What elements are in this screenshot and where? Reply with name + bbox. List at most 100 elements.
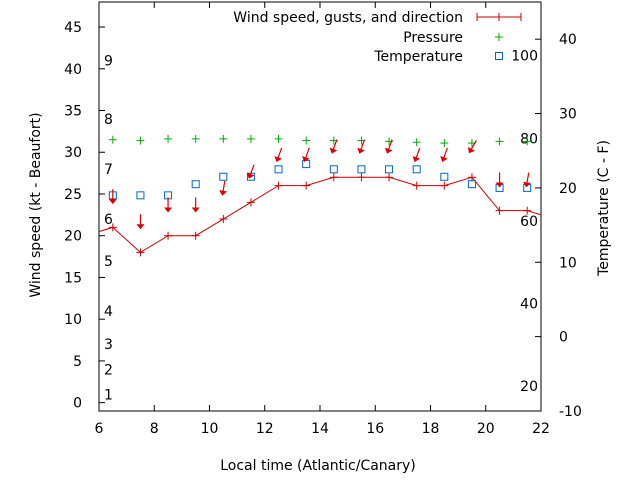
gust-arrow-head — [412, 155, 421, 163]
wind-speed-line — [99, 176, 541, 254]
beaufort-label: 1 — [104, 387, 113, 403]
y-left-tick-label: 15 — [64, 270, 82, 286]
gust-arrow — [467, 139, 477, 154]
legend: Wind speed, gusts, and direction Pressure… — [233, 10, 522, 65]
legend-label: Wind speed, gusts, and direction — [233, 10, 463, 26]
pressure-point — [302, 136, 311, 145]
pressure-point — [219, 134, 228, 143]
x-tick-label: 14 — [311, 421, 329, 437]
y-right-tick-label: 20 — [559, 181, 577, 197]
wind-speed-point — [412, 181, 421, 190]
y-left-tick-label: 20 — [64, 229, 82, 245]
pressure-point — [136, 136, 145, 145]
gust-arrow-head — [357, 147, 365, 154]
y-left-tick-label: 5 — [73, 354, 82, 370]
legend-item: Pressure — [403, 30, 503, 46]
gust-arrow — [108, 189, 117, 205]
pressure-point — [108, 135, 117, 144]
gust-arrow-shaft — [526, 172, 530, 184]
gust-arrow-head — [219, 190, 228, 196]
y-left-tick-label: 10 — [64, 312, 82, 328]
gust-arrow-shaft — [415, 147, 421, 159]
gust-arrow-shaft — [249, 164, 255, 176]
pressure-point — [495, 137, 504, 146]
gust-arrow-head — [136, 224, 145, 230]
gust-arrow-head — [164, 207, 173, 213]
wind-speed-point — [357, 173, 366, 182]
wind-speed-point — [191, 231, 200, 240]
wind-speed-point — [551, 215, 559, 223]
y-left-tick-label: 0 — [73, 396, 82, 412]
gust-arrow-head — [495, 182, 504, 188]
legend-label: Temperature — [373, 49, 463, 65]
temperature-point — [412, 165, 421, 174]
temperature-point — [440, 172, 449, 181]
gust-arrow-head — [108, 199, 117, 205]
pressure-point — [246, 134, 255, 143]
x-tick-label: 22 — [532, 421, 550, 437]
fahrenheit-label: 20 — [520, 379, 538, 395]
gust-arrow-head — [302, 155, 310, 163]
fahrenheit-label: 40 — [520, 297, 538, 313]
beaufort-label: 4 — [104, 304, 113, 320]
legend-item: Temperature — [373, 49, 503, 65]
wind-speed-point — [246, 198, 255, 207]
wind-speed-point — [385, 173, 394, 182]
y-axis-label-left: Wind speed (kt - Beaufort) — [28, 112, 44, 297]
pressure-point — [440, 139, 449, 148]
y-left-tick-label: 45 — [64, 20, 82, 36]
gust-arrow-shaft — [360, 139, 366, 151]
beaufort-label: 3 — [104, 337, 113, 353]
y-right-tick-label: -10 — [559, 404, 582, 420]
series-clipped — [99, 134, 559, 257]
gust-arrow-shaft — [277, 147, 283, 159]
plot-frame — [98, 1, 542, 412]
gust-arrow — [329, 139, 338, 154]
wind-speed-point — [108, 223, 117, 232]
gust-arrow — [412, 147, 421, 163]
gust-arrow-shaft — [387, 139, 393, 151]
wind-speed-point — [219, 215, 228, 224]
wind-speed-point — [302, 181, 311, 190]
pressure-point — [412, 138, 421, 147]
pressure-point — [274, 134, 283, 143]
pressure-point — [191, 134, 200, 143]
x-axis-label: Local time (Atlantic/Canary) — [220, 458, 416, 474]
wind-speed-point — [523, 206, 532, 215]
y-left-tick-label: 25 — [64, 187, 82, 203]
gust-arrow-shaft — [222, 180, 226, 192]
wind-speed-point — [136, 248, 145, 257]
legend-label: Pressure — [403, 30, 463, 46]
temperature-point — [274, 165, 283, 174]
gust-arrow — [440, 147, 448, 163]
gust-arrow-head — [440, 155, 448, 163]
wind-speed-point — [440, 181, 449, 190]
y-axis-label-right: Temperature (C - F) — [596, 140, 612, 277]
gust-arrow-head — [523, 181, 531, 188]
x-tick-label: 12 — [256, 421, 274, 437]
temperature-point — [357, 165, 366, 174]
temperature-point — [329, 165, 338, 174]
temperature-point — [302, 160, 311, 169]
pressure-point — [523, 137, 532, 146]
fahrenheit-label: 60 — [520, 214, 538, 230]
legend-item: Wind speed, gusts, and direction — [233, 10, 522, 26]
gust-arrow-shaft — [470, 139, 477, 151]
beaufort-label: 6 — [104, 212, 113, 228]
x-tick-label: 8 — [150, 421, 159, 437]
y-right-tick-label: 30 — [559, 107, 577, 123]
temperature-point — [136, 191, 145, 200]
gust-arrow — [384, 139, 393, 154]
gust-arrow-head — [191, 207, 200, 213]
wind-speed-point — [274, 181, 283, 190]
gust-arrow-head — [467, 146, 475, 154]
fahrenheit-label: 80 — [520, 131, 538, 147]
beaufort-label: 5 — [104, 254, 113, 270]
beaufort-label: 7 — [104, 162, 113, 178]
beaufort-label: 2 — [104, 362, 113, 378]
ticks-layer: 6 8 10 12 14 16 18 20 22051015202530354045-10010… — [64, 2, 582, 437]
legend-marker-square — [495, 52, 503, 60]
gust-arrow — [523, 172, 531, 188]
gust-arrow — [302, 147, 310, 163]
